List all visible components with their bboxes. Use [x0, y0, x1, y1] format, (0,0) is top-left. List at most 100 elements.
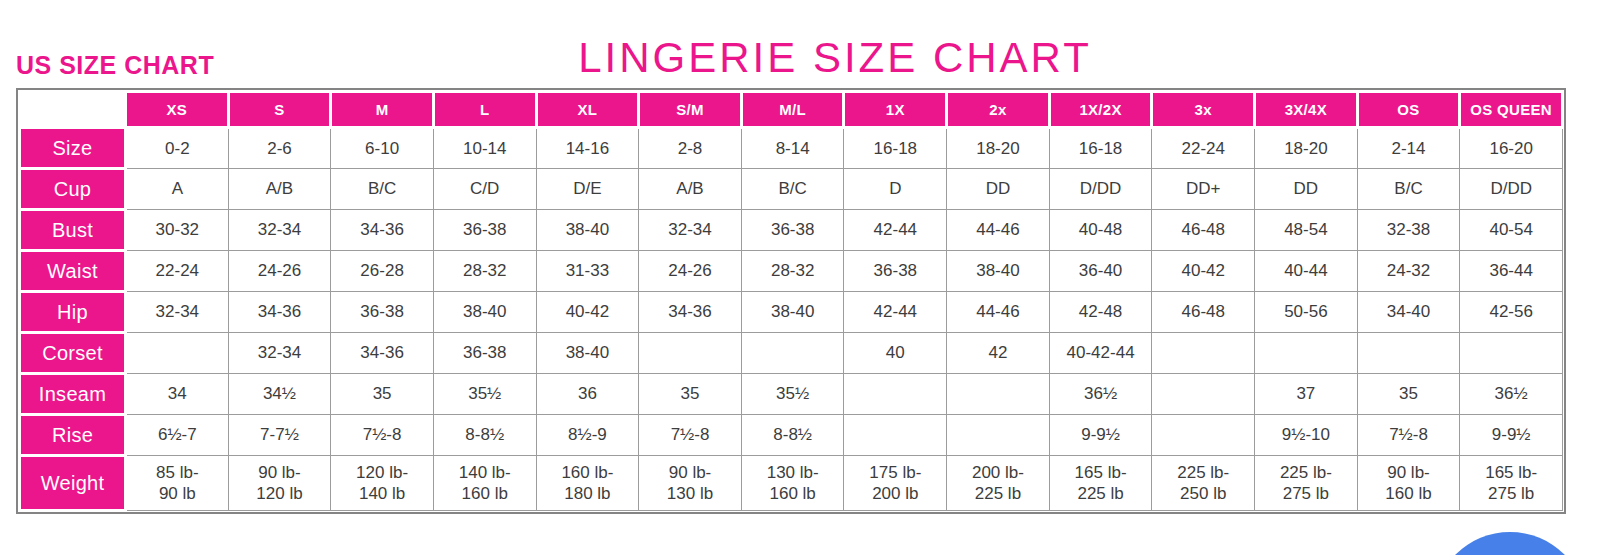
- table-row-hip: Hip32-3434-3636-3838-4040-4234-3638-4042…: [20, 292, 1563, 333]
- row-header-corset: Corset: [20, 333, 126, 374]
- table-cell: 34-36: [331, 333, 434, 374]
- table-cell: 8½-9: [536, 415, 639, 456]
- table-cell: 40-42: [1152, 251, 1255, 292]
- table-cell: 32-34: [228, 210, 331, 251]
- table-cell: 24-32: [1357, 251, 1460, 292]
- row-header-bust: Bust: [20, 210, 126, 251]
- column-header-os-queen: OS QUEEN: [1460, 92, 1563, 128]
- table-cell: 18-20: [947, 128, 1050, 169]
- size-table-head: XSSMLXLS/MM/L1X2x1X/2X3x3X/4XOSOS QUEEN: [20, 92, 1563, 128]
- table-cell: DD+: [1152, 169, 1255, 210]
- chat-widget-button[interactable]: [1433, 532, 1587, 555]
- table-row-rise: Rise6½-77-7½7½-88-8½8½-97½-88-8½9-9½9½-1…: [20, 415, 1563, 456]
- table-cell: 34: [126, 374, 229, 415]
- page-subtitle: US SIZE CHART: [16, 51, 214, 80]
- table-cell: 40-44: [1255, 251, 1358, 292]
- table-cell: 40-42: [536, 292, 639, 333]
- column-header-1x: 1X: [844, 92, 947, 128]
- table-cell: [1460, 333, 1563, 374]
- column-header-row: XSSMLXLS/MM/L1X2x1X/2X3x3X/4XOSOS QUEEN: [20, 92, 1563, 128]
- table-cell: 22-24: [1152, 128, 1255, 169]
- table-cell: 31-33: [536, 251, 639, 292]
- row-header-rise: Rise: [20, 415, 126, 456]
- table-cell: 28-32: [741, 251, 844, 292]
- table-cell: B/C: [331, 169, 434, 210]
- table-cell: 8-8½: [741, 415, 844, 456]
- table-cell: 16-18: [1049, 128, 1152, 169]
- table-cell: A: [126, 169, 229, 210]
- column-header-l: L: [433, 92, 536, 128]
- table-cell: B/C: [1357, 169, 1460, 210]
- table-cell: 6½-7: [126, 415, 229, 456]
- table-cell: 35: [639, 374, 742, 415]
- table-cell: 18-20: [1255, 128, 1358, 169]
- table-cell: DD: [1255, 169, 1358, 210]
- column-header-3x-4x: 3X/4X: [1255, 92, 1358, 128]
- table-cell: 2-6: [228, 128, 331, 169]
- table-cell: [1152, 333, 1255, 374]
- table-cell: [947, 374, 1050, 415]
- table-cell: 2-8: [639, 128, 742, 169]
- table-cell: 7½-8: [331, 415, 434, 456]
- table-cell: 160 lb- 180 lb: [536, 456, 639, 511]
- table-row-corset: Corset32-3434-3636-3838-40404240-42-44: [20, 333, 1563, 374]
- table-cell: 38-40: [433, 292, 536, 333]
- table-cell: 44-46: [947, 292, 1050, 333]
- table-cell: 32-38: [1357, 210, 1460, 251]
- table-cell: 40: [844, 333, 947, 374]
- column-header-s: S: [228, 92, 331, 128]
- table-cell: 8-8½: [433, 415, 536, 456]
- table-cell: 36-38: [433, 210, 536, 251]
- table-cell: 24-26: [228, 251, 331, 292]
- table-row-weight: Weight85 lb- 90 lb90 lb- 120 lb120 lb- 1…: [20, 456, 1563, 511]
- table-cell: 165 lb- 225 lb: [1049, 456, 1152, 511]
- table-cell: 32-34: [639, 210, 742, 251]
- column-header-m: M: [331, 92, 434, 128]
- table-cell: [126, 333, 229, 374]
- table-cell: 42-44: [844, 292, 947, 333]
- table-row-cup: CupAA/BB/CC/DD/EA/BB/CDDDD/DDDD+DDB/CD/D…: [20, 169, 1563, 210]
- column-header-s-m: S/M: [639, 92, 742, 128]
- table-cell: 28-32: [433, 251, 536, 292]
- table-cell: 90 lb- 130 lb: [639, 456, 742, 511]
- table-cell: 0-2: [126, 128, 229, 169]
- table-row-bust: Bust30-3232-3434-3636-3838-4032-3436-384…: [20, 210, 1563, 251]
- row-header-cup: Cup: [20, 169, 126, 210]
- table-cell: 32-34: [126, 292, 229, 333]
- size-table-body: Size0-22-66-1010-1414-162-88-1416-1818-2…: [20, 128, 1563, 511]
- table-cell: 120 lb- 140 lb: [331, 456, 434, 511]
- table-cell: 38-40: [947, 251, 1050, 292]
- table-cell: 30-32: [126, 210, 229, 251]
- row-header-waist: Waist: [20, 251, 126, 292]
- table-cell: 2-14: [1357, 128, 1460, 169]
- table-cell: 200 lb- 225 lb: [947, 456, 1050, 511]
- table-cell: 24-26: [639, 251, 742, 292]
- table-cell: 36-38: [844, 251, 947, 292]
- table-cell: A/B: [228, 169, 331, 210]
- table-cell: 34-36: [228, 292, 331, 333]
- table-cell: [947, 415, 1050, 456]
- table-cell: 42-56: [1460, 292, 1563, 333]
- table-cell: 36-38: [331, 292, 434, 333]
- table-cell: 34½: [228, 374, 331, 415]
- table-cell: 35½: [433, 374, 536, 415]
- table-cell: 26-28: [331, 251, 434, 292]
- table-cell: 6-10: [331, 128, 434, 169]
- table-cell: [741, 333, 844, 374]
- table-cell: [639, 333, 742, 374]
- table-cell: 36½: [1460, 374, 1563, 415]
- table-cell: C/D: [433, 169, 536, 210]
- row-header-size: Size: [20, 128, 126, 169]
- table-cell: 225 lb- 275 lb: [1255, 456, 1358, 511]
- table-cell: D/DD: [1460, 169, 1563, 210]
- table-cell: 42-48: [1049, 292, 1152, 333]
- table-cell: 38-40: [536, 210, 639, 251]
- table-cell: 16-20: [1460, 128, 1563, 169]
- table-cell: D/E: [536, 169, 639, 210]
- table-cell: [844, 415, 947, 456]
- table-cell: 48-54: [1255, 210, 1358, 251]
- table-cell: 36-38: [433, 333, 536, 374]
- table-cell: DD: [947, 169, 1050, 210]
- table-cell: 90 lb- 120 lb: [228, 456, 331, 511]
- table-row-waist: Waist22-2424-2626-2828-3231-3324-2628-32…: [20, 251, 1563, 292]
